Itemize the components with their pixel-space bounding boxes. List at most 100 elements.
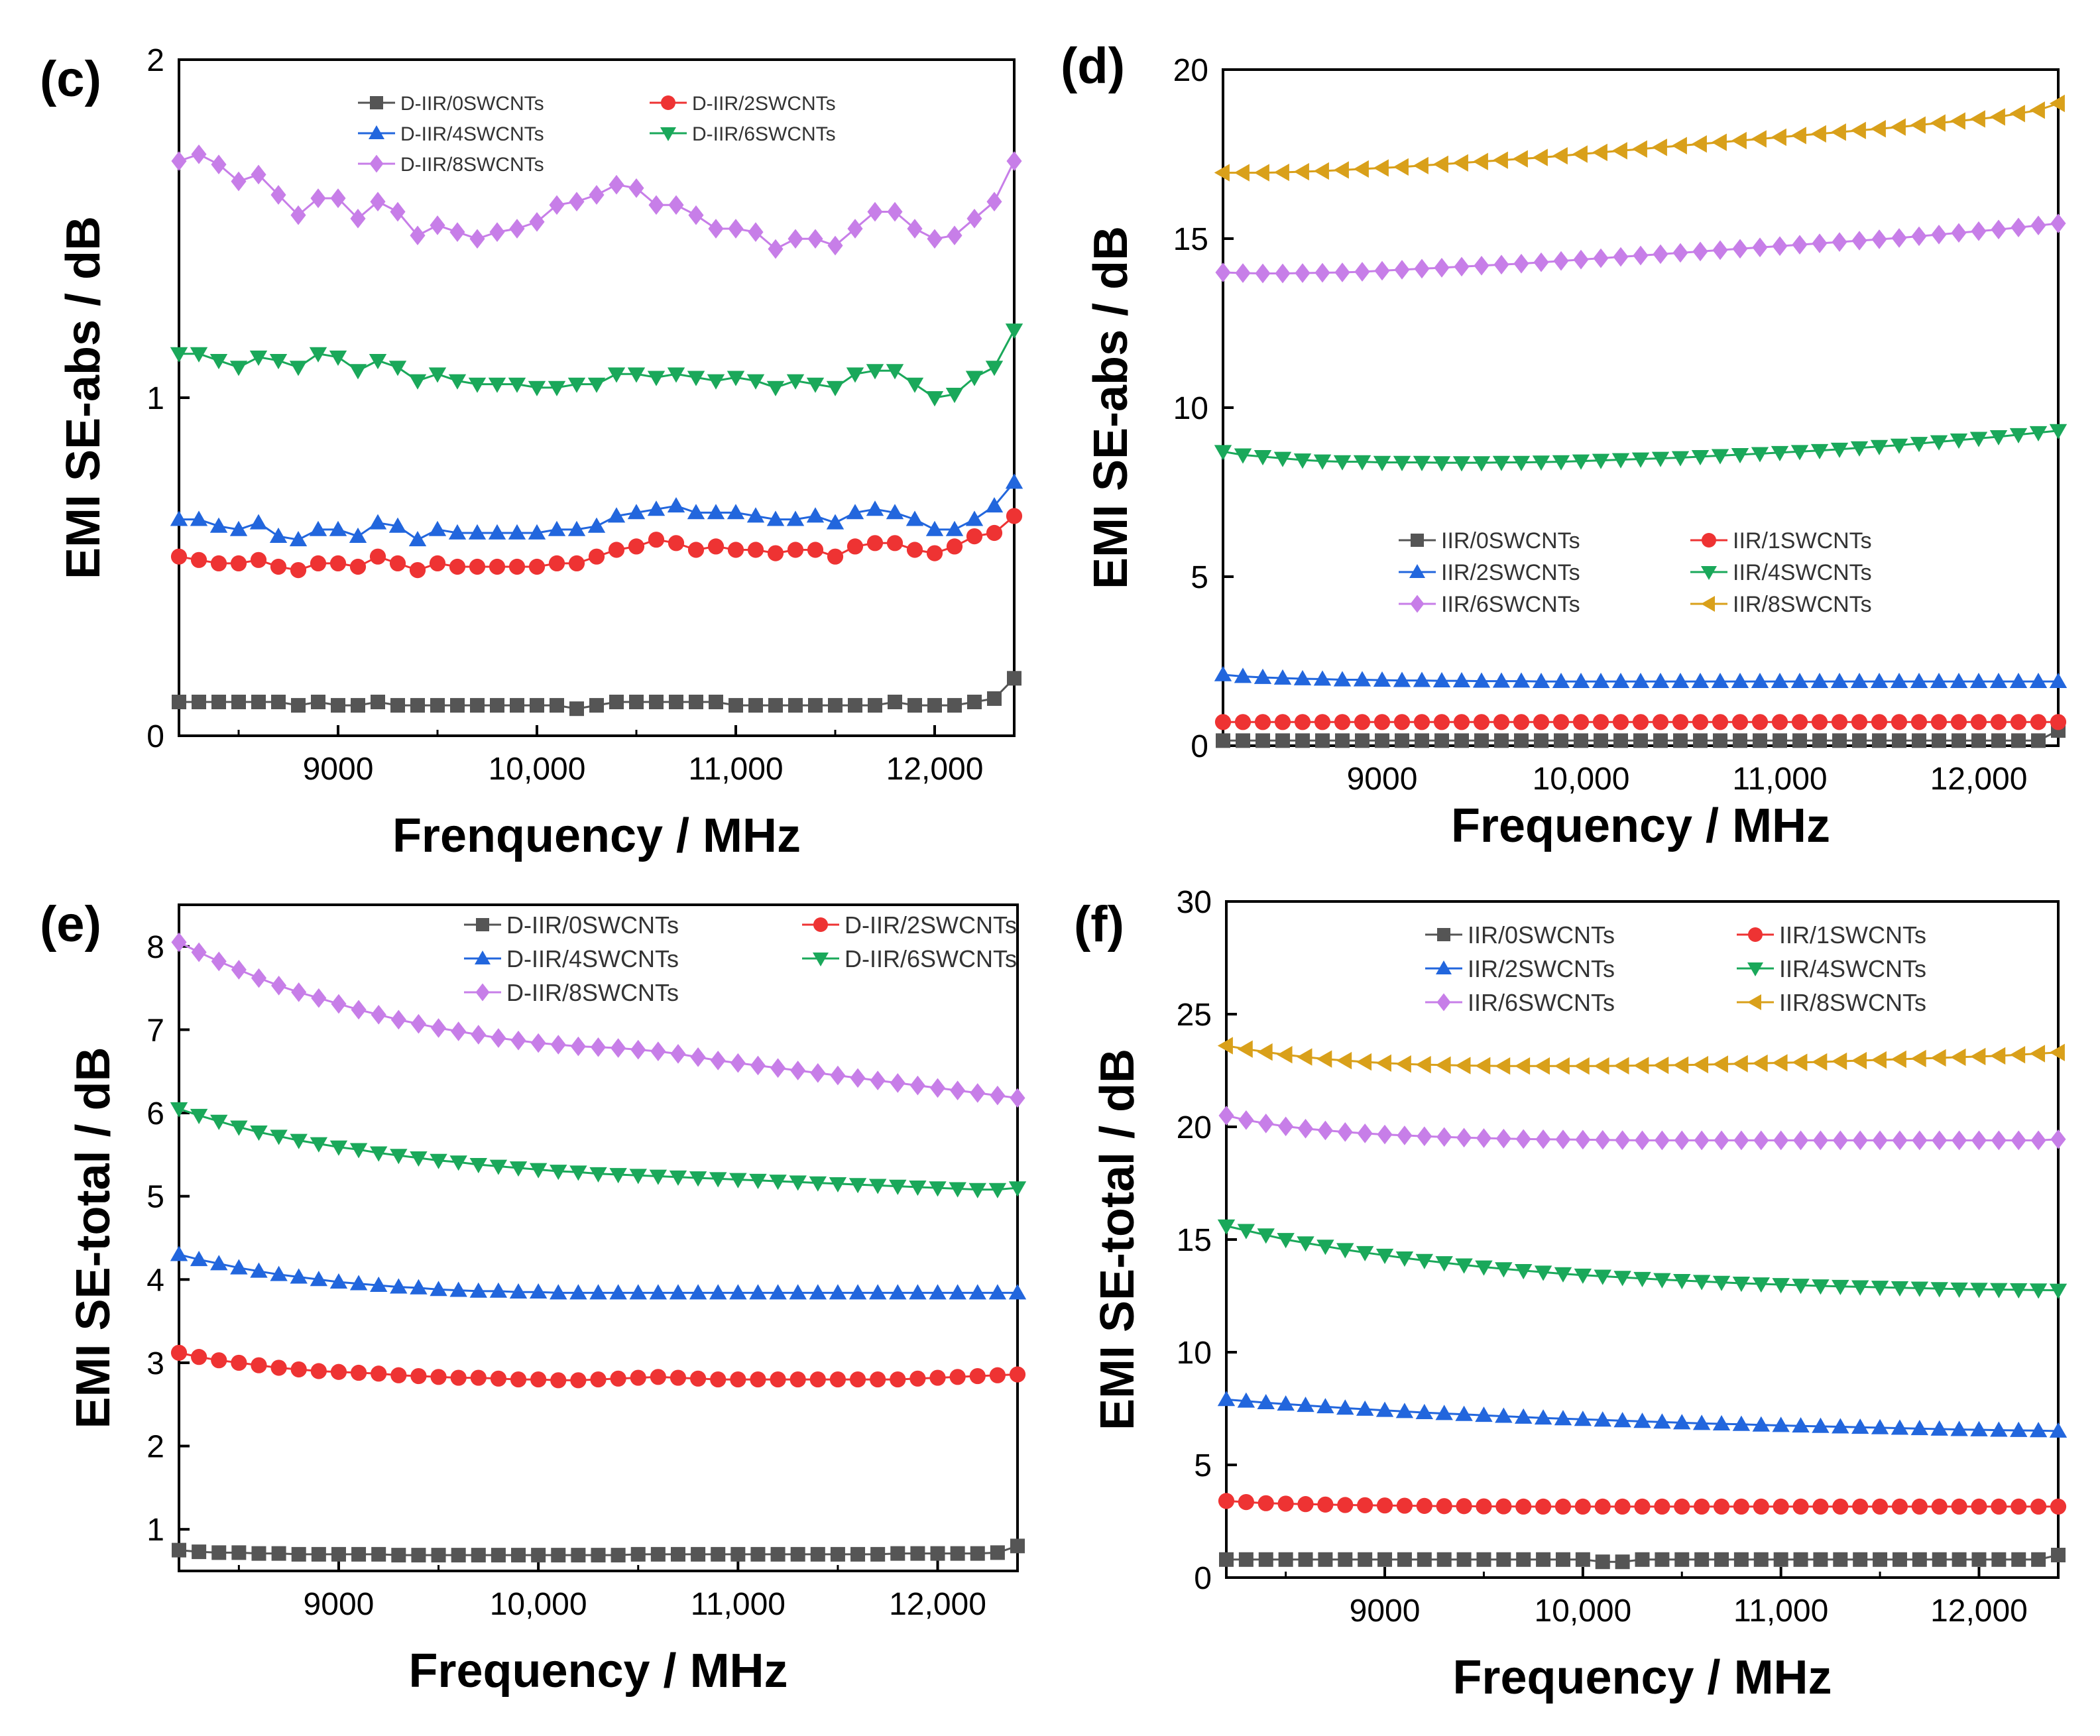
data-point <box>1771 714 1788 730</box>
data-point <box>1811 714 1828 730</box>
data-point <box>329 1140 348 1156</box>
legend-item: D-IIR/4SWCNTs <box>464 945 679 972</box>
data-point <box>1515 1057 1531 1075</box>
data-point <box>1215 262 1231 282</box>
data-point <box>929 1369 946 1386</box>
data-point <box>2029 1045 2046 1063</box>
y-tick-label: 25 <box>1177 998 1212 1033</box>
data-point <box>1515 1264 1533 1280</box>
data-point <box>947 698 962 713</box>
legend-marker <box>661 95 675 110</box>
x-tick-label: 10,000 <box>1533 762 1630 797</box>
data-point <box>1810 125 1826 143</box>
data-point <box>989 1367 1006 1383</box>
data-point <box>351 698 365 713</box>
data-point <box>1950 672 1968 688</box>
panel-c: (c) 9000 10,000 11,000 12,000 0 1 2 Frenquency /… <box>40 43 1023 862</box>
data-point <box>451 1548 466 1563</box>
data-point <box>1989 672 2008 688</box>
data-point <box>1592 453 1610 469</box>
data-point <box>809 1176 827 1192</box>
data-point <box>1633 1057 1649 1074</box>
legend-label: IIR/6SWCNTs <box>1441 592 1580 617</box>
data-point <box>668 195 684 215</box>
data-point <box>1634 1130 1651 1151</box>
legend-label: D-IIR/4SWCNTs <box>506 945 679 972</box>
data-point <box>810 1063 826 1083</box>
data-point <box>567 520 586 536</box>
legend-marker <box>1436 960 1452 974</box>
data-point <box>291 982 307 1002</box>
data-point <box>1832 1279 1849 1295</box>
data-point <box>528 380 546 396</box>
data-point <box>886 504 904 520</box>
data-point <box>968 1284 986 1300</box>
data-point <box>1008 1284 1027 1300</box>
data-point <box>388 361 407 376</box>
data-point <box>569 1284 587 1300</box>
data-point <box>1216 733 1230 748</box>
data-point <box>1474 255 1489 276</box>
data-point <box>1692 714 1709 730</box>
legend-label: D-IIR/8SWCNTs <box>400 154 544 176</box>
data-point <box>1005 323 1023 339</box>
data-point <box>1452 456 1471 472</box>
data-point <box>1792 1498 1809 1515</box>
data-point <box>1333 671 1352 687</box>
data-point <box>270 1360 287 1376</box>
data-point <box>2030 714 2047 730</box>
data-point <box>628 178 644 198</box>
data-point <box>1969 672 1988 688</box>
data-point <box>1812 233 1828 253</box>
data-point <box>569 1165 587 1181</box>
legend-label: D-IIR/2SWCNTs <box>692 93 836 115</box>
data-point <box>510 698 524 713</box>
data-point <box>1554 1267 1572 1283</box>
data-point <box>191 1349 207 1365</box>
data-point <box>688 205 704 225</box>
data-point <box>1611 453 1630 469</box>
legend-label: D-IIR/0SWCNTs <box>506 911 679 939</box>
data-point <box>1654 1130 1670 1151</box>
data-point <box>1552 146 1568 165</box>
data-point <box>1572 714 1590 730</box>
data-point <box>2011 733 2026 748</box>
data-point <box>970 1083 986 1103</box>
data-point <box>170 1102 188 1118</box>
data-point <box>789 1175 807 1191</box>
data-point <box>1712 1055 1728 1073</box>
data-point <box>767 545 784 561</box>
data-point <box>1006 508 1023 524</box>
data-point <box>1317 1120 1333 1141</box>
data-point <box>1891 1419 1909 1435</box>
data-point <box>1356 1400 1374 1416</box>
data-point <box>548 520 566 536</box>
data-point <box>1356 1053 1372 1071</box>
data-point <box>1495 1407 1513 1423</box>
data-point <box>311 1546 326 1562</box>
data-point <box>746 374 765 390</box>
data-point <box>1277 1233 1295 1249</box>
data-point <box>1006 151 1022 171</box>
data-point <box>649 695 664 709</box>
data-point <box>1416 1497 1432 1514</box>
data-point <box>1493 714 1510 730</box>
data-point <box>1930 1420 1948 1436</box>
legend-label: IIR/1SWCNTs <box>1779 921 1926 949</box>
data-point <box>868 1284 887 1300</box>
data-point <box>1613 1057 1629 1075</box>
legend-marker <box>813 953 829 966</box>
series-IIR/2SWCNTs <box>1217 1391 2068 1438</box>
data-point <box>1792 1130 1809 1151</box>
data-point <box>2029 426 2048 441</box>
data-point <box>430 698 445 713</box>
data-point <box>1394 260 1410 280</box>
data-point <box>1353 671 1371 687</box>
data-point <box>1952 733 1966 748</box>
data-point <box>1534 733 1548 748</box>
data-point <box>1594 1411 1611 1427</box>
data-point <box>1237 1392 1255 1408</box>
data-point <box>907 219 923 239</box>
data-point <box>192 695 206 709</box>
data-point <box>1731 447 1749 464</box>
